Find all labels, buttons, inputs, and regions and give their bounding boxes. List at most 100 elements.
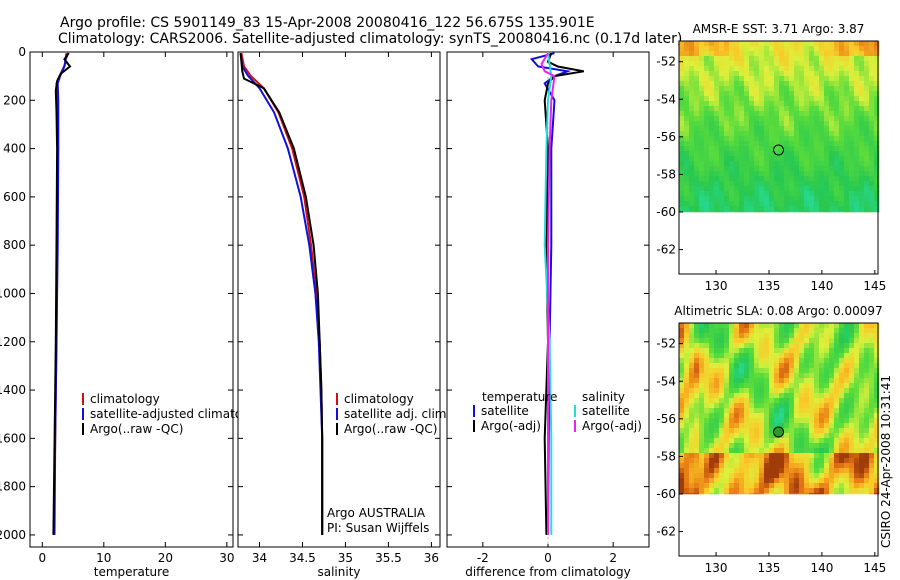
sst_map-cell (799, 151, 805, 157)
sla_map-cell (809, 343, 815, 349)
sst_map-cell (814, 201, 820, 207)
sla_map-cell (699, 343, 705, 349)
sst_map-cell (849, 121, 855, 127)
sst_map-cell (844, 166, 850, 172)
sla_map-cell (794, 448, 800, 454)
sst_map-cell (834, 146, 840, 152)
sla_map-cell (764, 353, 770, 359)
sst_map-ytick-label: -54 (656, 92, 676, 106)
sst_map-cell (854, 176, 860, 182)
sst_map-cell (874, 211, 880, 213)
sst_map-cell (839, 161, 845, 167)
sla_map-cell (869, 488, 875, 494)
sst_map-cell (834, 141, 840, 147)
sst_map-cell (679, 171, 685, 177)
sla_map-cell (834, 418, 840, 424)
sla_map-cell (849, 438, 855, 444)
sla_map-cell (694, 483, 700, 489)
sst_map-cell (874, 116, 880, 122)
sst_map-cell (734, 191, 740, 197)
sst_map-cell (824, 166, 830, 172)
sla_map-cell (804, 338, 810, 344)
sst_map-cell (754, 186, 760, 192)
sla_map-cell (804, 443, 810, 449)
sst_map-cell (784, 71, 790, 77)
sst_map-cell (699, 101, 705, 107)
sla_map-cell (859, 493, 865, 495)
sst_map-cell (784, 91, 790, 97)
sst_map-cell (829, 56, 835, 62)
sst_map-cell (839, 171, 845, 177)
sst_map-cell (714, 176, 720, 182)
sst_map-cell (784, 171, 790, 177)
sst_map-cell (869, 106, 875, 112)
sla_map-cell (819, 378, 825, 384)
sst_map-cell (744, 41, 750, 47)
sst_map-cell (859, 51, 865, 57)
sla_map-cell (819, 448, 825, 454)
sla_map-cell (779, 463, 785, 469)
sla_map-cell (774, 408, 780, 414)
sla_map-cell (824, 388, 830, 394)
sla_map-cell (809, 323, 815, 329)
sst_map-cell (799, 61, 805, 67)
sst_map-cell (769, 51, 775, 57)
sla_map-cell (869, 323, 875, 329)
sst_map-cell (789, 101, 795, 107)
sla_map-cell (754, 448, 760, 454)
sla_map-cell (824, 343, 830, 349)
sst_map-cell (834, 96, 840, 102)
sla_map-cell (749, 493, 755, 495)
sst_map-cell (729, 76, 735, 82)
sla_map-cell (684, 468, 690, 474)
sla_map-cell (729, 418, 735, 424)
sst_map-cell (824, 126, 830, 132)
sla_map-cell (694, 403, 700, 409)
sst_map-cell (709, 161, 715, 167)
sla_map-cell (854, 438, 860, 444)
sla_map-cell (839, 413, 845, 419)
sst_map-cell (694, 71, 700, 77)
sst_map-cell (854, 56, 860, 62)
sst_map-cell (789, 161, 795, 167)
sla_map-cell (779, 383, 785, 389)
sst_map-cell (724, 121, 730, 127)
sla_map-cell (714, 408, 720, 414)
sla_map-cell (734, 438, 740, 444)
sst_map-cell (744, 151, 750, 157)
sla_map-cell (844, 493, 850, 495)
sst_map-cell (684, 181, 690, 187)
sla_map-cell (829, 388, 835, 394)
sst_map-cell (719, 61, 725, 67)
sst_map-cell (699, 121, 705, 127)
sla_map-cell (799, 378, 805, 384)
sla_map-cell (799, 478, 805, 484)
sla_map-cell (814, 353, 820, 359)
sla_map-cell (699, 413, 705, 419)
sla_map-cell (829, 383, 835, 389)
sla_map-cell (774, 328, 780, 334)
sst_map-cell (759, 161, 765, 167)
sst_map-cell (774, 186, 780, 192)
sla_map-cell (844, 458, 850, 464)
sst_map-cell (809, 56, 815, 62)
sst_map-cell (719, 186, 725, 192)
sla_map-cell (754, 403, 760, 409)
sla_map-cell (829, 373, 835, 379)
sst_map-cell (734, 176, 740, 182)
sst_map-cell (719, 41, 725, 47)
sla_map-cell (729, 403, 735, 409)
sst_map-cell (829, 171, 835, 177)
sst_map-cell (764, 126, 770, 132)
sla_map-cell (794, 373, 800, 379)
sst_map-cell (779, 171, 785, 177)
sla_map-cell (694, 448, 700, 454)
sla_map-cell (809, 403, 815, 409)
sla_map-cell (704, 353, 710, 359)
sst_map-cell (809, 211, 815, 213)
sst_map-cell (769, 76, 775, 82)
sla_map-cell (779, 323, 785, 329)
difference-xtick-label: 2 (609, 551, 617, 565)
sla_map-cell (679, 423, 685, 429)
sla_map-cell (779, 488, 785, 494)
